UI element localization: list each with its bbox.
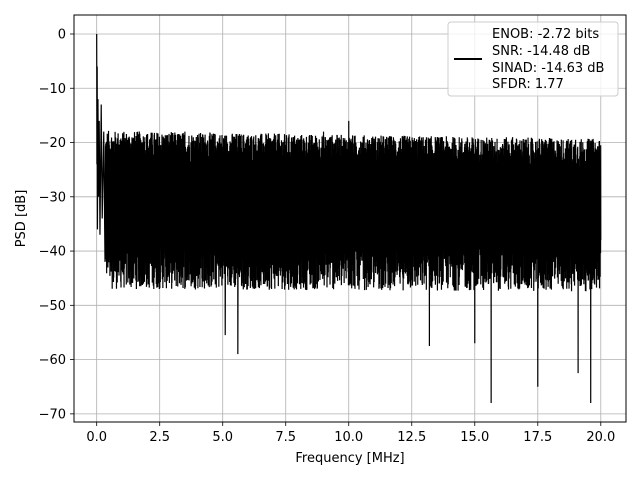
legend: ENOB: -2.72 bits SNR: -14.48 dB SINAD: -…: [447, 21, 619, 97]
x-tick-label: 10.0: [334, 430, 363, 445]
legend-line-sinad: SINAD: -14.63 dB: [492, 61, 604, 76]
x-tick-label: 12.5: [397, 430, 426, 445]
legend-box: [447, 21, 619, 97]
y-tick-label: −10: [39, 82, 66, 97]
x-tick-label: 15.0: [460, 430, 489, 445]
axes-frame: [73, 14, 627, 423]
y-tick-label: −60: [39, 353, 66, 368]
y-axis-label: PSD [dB]: [14, 190, 29, 248]
legend-line-enob: ENOB: -2.72 bits: [492, 27, 599, 42]
x-axis-label: Frequency [MHz]: [295, 451, 404, 466]
y-tick-label: −50: [39, 299, 66, 314]
x-tick-label: 20.0: [586, 430, 615, 445]
x-tick-label: 17.5: [523, 430, 552, 445]
x-tick-label: 0.0: [86, 430, 107, 445]
y-tick-label: −20: [39, 136, 66, 151]
y-tick-label: −30: [39, 190, 66, 205]
legend-line-snr: SNR: -14.48 dB: [492, 44, 590, 59]
axis-ticks: 0.0 2.5 5.0 7.5 10.0 12.5 15.0 17.5 20.0 0 −10 −20 −…: [39, 27, 616, 445]
y-tick-label: −70: [39, 407, 66, 422]
psd-series-line: [96, 33, 602, 404]
y-tick-label: −40: [39, 245, 66, 260]
legend-line-sfdr: SFDR: 1.77: [492, 77, 564, 92]
x-tick-label: 2.5: [149, 430, 170, 445]
x-tick-label: 5.0: [212, 430, 233, 445]
x-tick-label: 7.5: [275, 430, 296, 445]
plot-area: [96, 33, 602, 404]
y-tick-label: 0: [58, 27, 66, 42]
